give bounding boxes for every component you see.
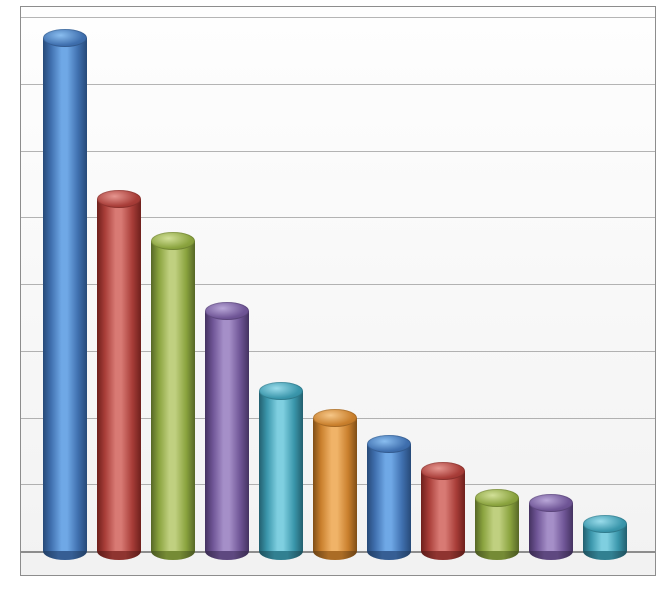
cylinder-top	[313, 409, 357, 427]
cylinder-body	[367, 444, 411, 551]
cylinder-body	[205, 311, 249, 551]
cylinder-body	[151, 241, 195, 551]
bars-container	[21, 7, 655, 575]
cylinder-top	[205, 302, 249, 320]
bar	[151, 232, 195, 560]
bar	[259, 382, 303, 560]
cylinder-body	[43, 38, 87, 551]
plot-area	[20, 6, 656, 576]
bar	[367, 435, 411, 560]
cylinder-top	[475, 489, 519, 507]
cylinder-top	[529, 494, 573, 512]
cylinder-top	[97, 190, 141, 208]
bar	[43, 29, 87, 560]
bar	[421, 462, 465, 560]
cylinder-body	[97, 199, 141, 551]
cylinder-top	[421, 462, 465, 480]
bar	[583, 515, 627, 560]
cylinder-top	[259, 382, 303, 400]
bar	[475, 489, 519, 560]
bar	[313, 409, 357, 561]
bar	[529, 494, 573, 560]
cylinder-body	[259, 391, 303, 551]
cylinder-body	[313, 418, 357, 552]
bar-chart	[0, 0, 662, 604]
cylinder-body	[421, 471, 465, 551]
bar	[97, 190, 141, 560]
bar	[205, 302, 249, 560]
